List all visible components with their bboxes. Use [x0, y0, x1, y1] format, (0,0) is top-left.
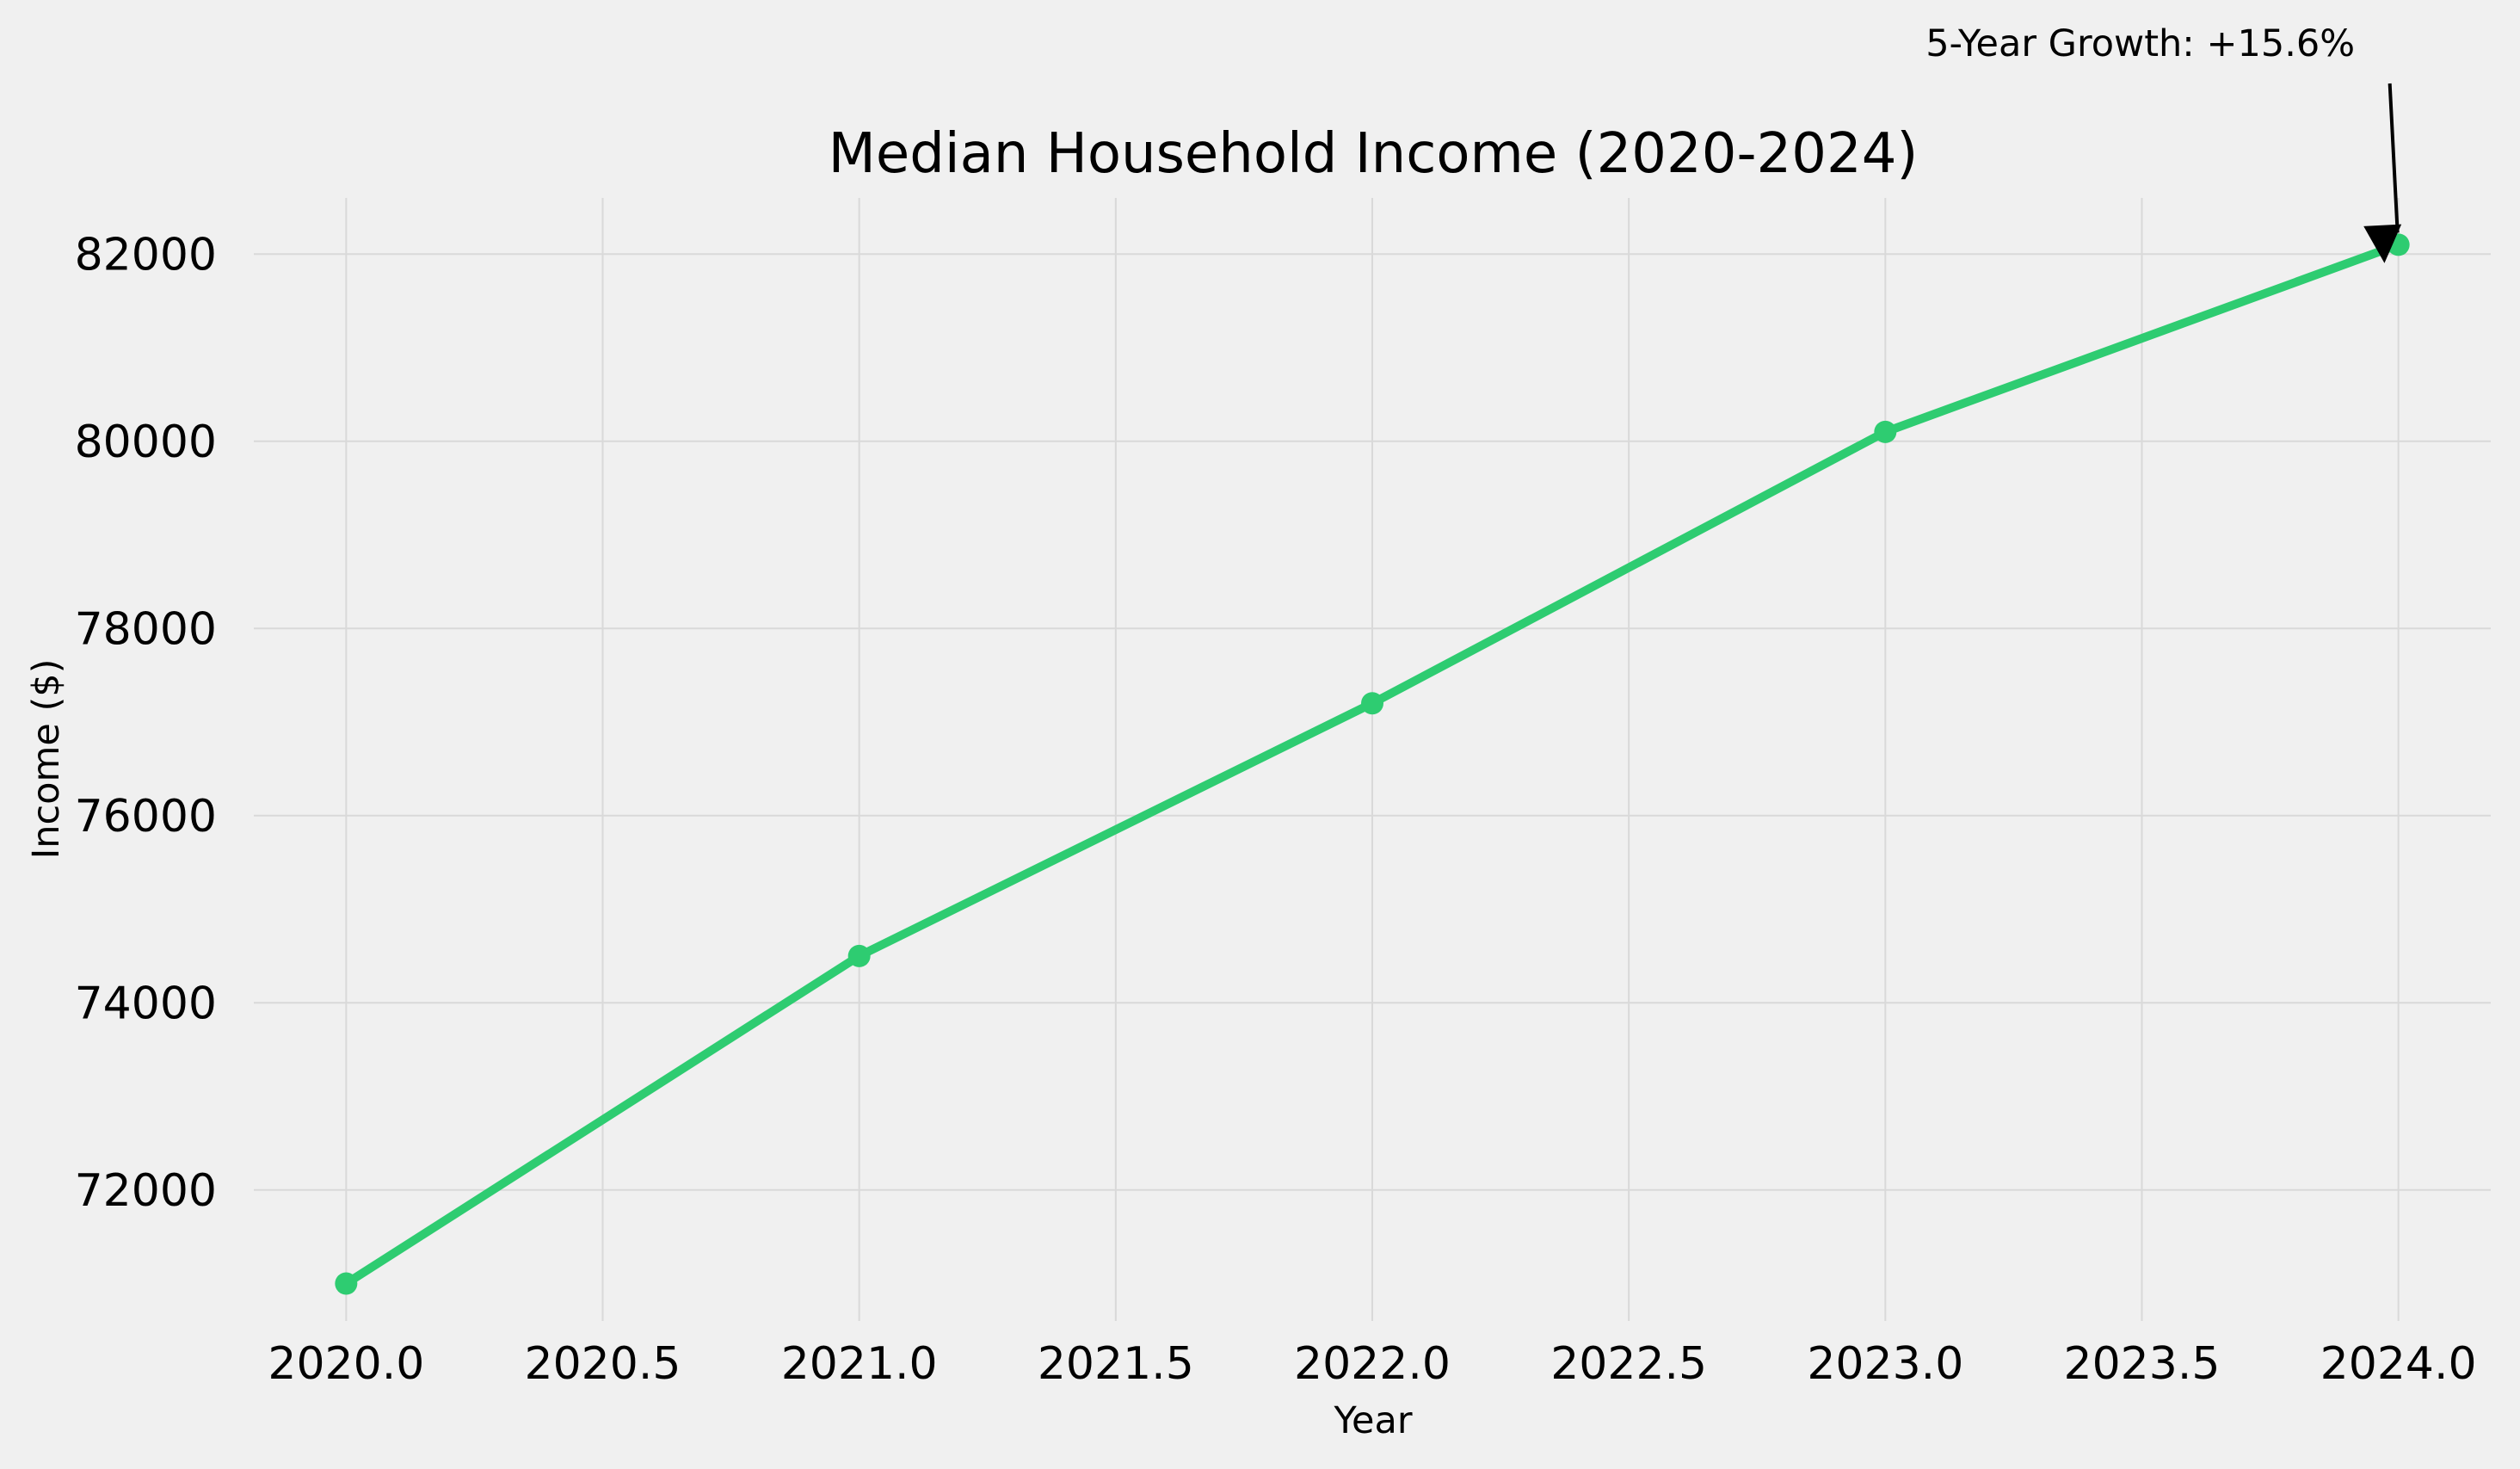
grid [254, 198, 2491, 1321]
x-tick-label: 2022.0 [1294, 1338, 1451, 1390]
x-tick-label: 2023.0 [1807, 1338, 1963, 1390]
y-tick-label: 78000 [75, 603, 217, 655]
data-point [335, 1272, 358, 1295]
x-tick-label: 2020.0 [268, 1338, 424, 1390]
x-tick-label: 2021.5 [1038, 1338, 1194, 1390]
y-tick-label: 82000 [75, 229, 217, 281]
x-tick-label: 2022.5 [1550, 1338, 1707, 1390]
x-tick-label: 2020.5 [525, 1338, 681, 1390]
data-point [1361, 692, 1383, 715]
y-axis-label: Income ($) [25, 659, 68, 860]
annotation-arrow [2363, 83, 2402, 263]
y-tick-label: 74000 [75, 978, 217, 1029]
y-tick-label: 76000 [75, 791, 217, 843]
y-tick-label: 72000 [75, 1165, 217, 1217]
chart-title: Median Household Income (2020-2024) [829, 122, 1919, 186]
x-tick-label: 2023.5 [2064, 1338, 2221, 1390]
data-point [2387, 233, 2410, 256]
data-point [1874, 420, 1897, 443]
data-point [847, 944, 871, 967]
growth-annotation-text: 5-Year Growth: +15.6% [1925, 22, 2355, 65]
x-tick-label: 2021.0 [781, 1338, 938, 1390]
x-axis-ticks: 2020.0 2020.5 2021.0 2021.5 2022.0 2022.5 2023… [268, 1338, 2476, 1390]
x-axis-label: Year [1333, 1399, 1412, 1442]
annotation: 5-Year Growth: +15.6% [1925, 22, 2402, 263]
x-tick-label: 2024.0 [2320, 1338, 2477, 1390]
y-tick-label: 80000 [75, 417, 217, 468]
y-axis-ticks: 72000 74000 76000 78000 80000 82000 [75, 229, 217, 1217]
